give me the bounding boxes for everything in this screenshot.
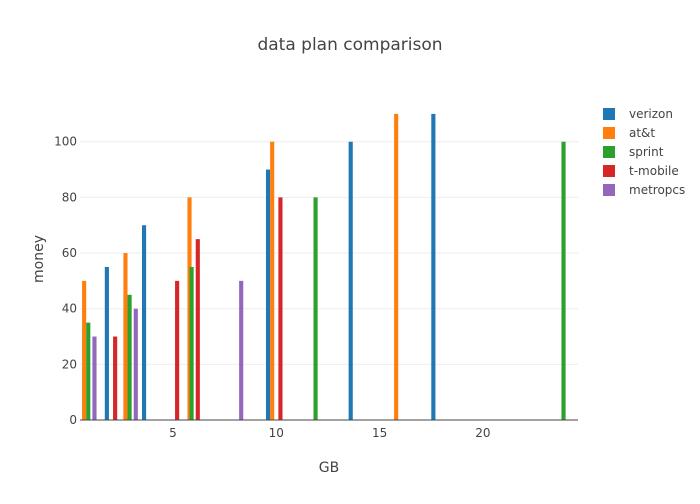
- bar-verizon[interactable]: [265, 169, 271, 420]
- bar-at-t[interactable]: [270, 141, 275, 420]
- y-tick-labels: 0 20 40 60 80 100: [54, 135, 77, 427]
- legend-label: metropcs: [629, 183, 685, 197]
- bar-verizon[interactable]: [348, 141, 353, 420]
- legend-item-verizon[interactable]: verizon: [603, 107, 673, 121]
- legend-item-sprint[interactable]: sprint: [603, 145, 664, 159]
- legend-label: at&t: [629, 126, 655, 140]
- bar-t-mobile[interactable]: [278, 197, 283, 420]
- y-tick-label: 20: [62, 357, 77, 371]
- x-tick-label: 5: [169, 426, 177, 440]
- legend-label: t-mobile: [629, 164, 679, 178]
- bar-t-mobile[interactable]: [113, 336, 118, 420]
- legend-item-at-t[interactable]: at&t: [603, 126, 655, 140]
- x-axis-title: GB: [319, 460, 339, 476]
- y-tick-label: 60: [62, 246, 77, 260]
- bar-t-mobile[interactable]: [195, 239, 200, 420]
- legend-label: verizon: [629, 107, 673, 121]
- bar-at-t[interactable]: [123, 253, 128, 420]
- bar-metropcs[interactable]: [239, 280, 244, 420]
- x-tick-label: 15: [372, 426, 387, 440]
- legend-swatch: [603, 108, 615, 120]
- bar-at-t[interactable]: [82, 280, 87, 420]
- y-tick-label: 0: [69, 413, 77, 427]
- bar-verizon[interactable]: [104, 266, 109, 420]
- bar-verizon[interactable]: [431, 113, 436, 421]
- y-tick-label: 80: [62, 190, 77, 204]
- bar-sprint[interactable]: [127, 294, 132, 420]
- y-tick-label: 40: [62, 302, 77, 316]
- bar-metropcs[interactable]: [92, 336, 97, 420]
- legend-swatch: [603, 127, 615, 139]
- bar-metropcs[interactable]: [133, 308, 138, 420]
- legend-swatch: [603, 165, 615, 177]
- gridlines: [80, 141, 578, 365]
- chart-title: data plan comparison: [257, 35, 442, 55]
- legend[interactable]: verizon at&t sprint t-mobile metropcs: [603, 107, 685, 197]
- bar-t-mobile[interactable]: [175, 280, 180, 420]
- bar-sprint[interactable]: [86, 322, 91, 420]
- y-tick-label: 100: [54, 135, 77, 149]
- legend-swatch: [603, 184, 615, 196]
- x-tick-label: 20: [475, 426, 490, 440]
- x-tick-labels: 5 10 15 20: [169, 426, 490, 440]
- legend-item-metropcs[interactable]: metropcs: [603, 183, 685, 197]
- x-tick-label: 10: [269, 426, 284, 440]
- legend-item-t-mobile[interactable]: t-mobile: [603, 164, 679, 178]
- bar-sprint[interactable]: [189, 266, 194, 420]
- y-axis-title: money: [31, 235, 47, 283]
- bars: [82, 113, 566, 421]
- bar-sprint[interactable]: [313, 197, 318, 420]
- bar-sprint[interactable]: [561, 141, 566, 420]
- legend-swatch: [603, 146, 615, 158]
- bar-at-t[interactable]: [394, 113, 399, 421]
- legend-label: sprint: [629, 145, 664, 159]
- bar-verizon[interactable]: [141, 225, 147, 420]
